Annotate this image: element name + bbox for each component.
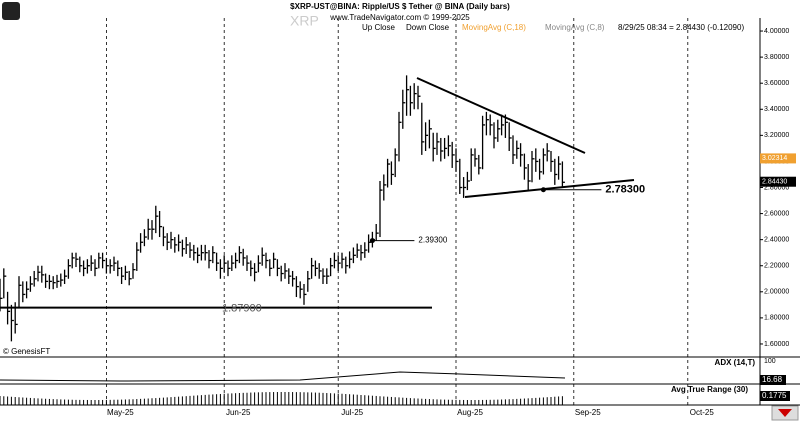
adx-value: 16.68 [762,375,783,384]
price-marker-label: 2.84430 [762,179,787,186]
annotation-label: 2.78300 [605,184,645,196]
atr-title: Avg True Range (30) [671,385,748,394]
watermark: XRP [290,13,319,29]
adx-title: ADX (14,T) [715,358,756,367]
legend-entry: MovingAvg (C,8) [545,23,605,32]
x-tick-label: Jul-25 [341,408,363,417]
annotation-label: 1.87900 [222,302,262,314]
price-marker [760,153,796,164]
x-tick-label: Jun-25 [226,408,251,417]
y-tick-label: 2.80000 [764,184,789,191]
annotation-label: 2.39300 [418,236,447,245]
legend-entry: MovingAvg (C,18) [462,23,526,32]
y-tick-label: 2.40000 [764,236,789,243]
credit: © GenesisFT [3,347,50,356]
price-marker-label: 3.02314 [762,155,787,162]
price-marker [760,176,796,187]
legend-entry: Up Close [362,23,395,32]
source: www.TradeNavigator.com © 1999-2025 [329,13,470,22]
y-tick-label: 1.60000 [764,341,789,348]
legend-entry: Down Close [406,23,450,32]
adx-value-box [760,375,786,385]
atr-value: 0.1775 [762,391,787,400]
trendline [464,179,635,198]
nav-icon [778,409,792,417]
y-tick-label: 2.00000 [764,289,789,296]
y-tick-label: 1.80000 [764,315,789,322]
x-tick-label: Oct-25 [690,408,715,417]
y-tick-label: 3.20000 [764,132,789,139]
atr-value-box [760,391,790,401]
status: 8/29/25 08:34 = 2.84430 (-0.12090) [618,23,744,32]
y-tick-label: 3.80000 [764,54,789,61]
y-tick-label: 2.20000 [764,263,789,270]
y-tick-label: 3.60000 [764,80,789,87]
adx-line [0,371,566,382]
x-tick-label: Aug-25 [457,408,483,417]
y-tick-label: 3.40000 [764,106,789,113]
y-tick-label: 4.00000 [764,28,789,35]
chart-title: $XRP-UST@BINA: Ripple/US $ Tether @ BINA… [290,2,510,11]
x-tick-label: May-25 [107,408,134,417]
y-tick-label: 2.60000 [764,210,789,217]
logo [2,2,20,20]
x-tick-label: Sep-25 [575,408,601,417]
y-tick-label: 100 [764,358,776,365]
